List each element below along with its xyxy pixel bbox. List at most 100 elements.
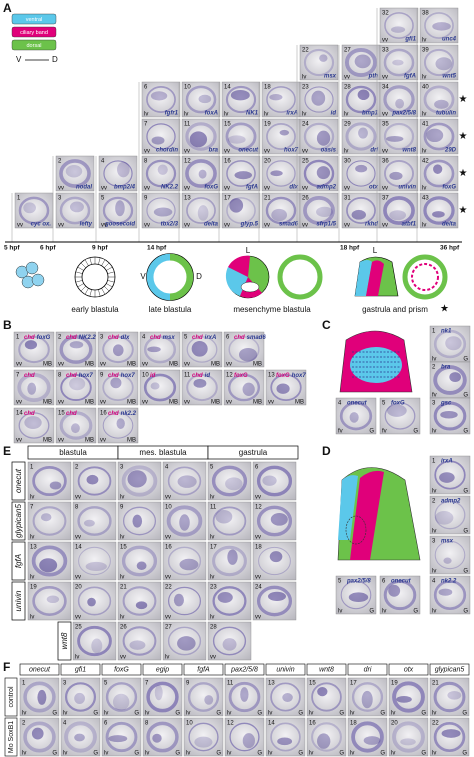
embryo xyxy=(59,159,91,188)
label: lv xyxy=(422,112,426,118)
embryo xyxy=(346,160,376,187)
label: G xyxy=(463,569,468,575)
embryo xyxy=(188,722,219,752)
embryo xyxy=(265,196,297,225)
label: lv xyxy=(186,711,190,717)
stain xyxy=(24,340,38,350)
gene: chd xyxy=(66,335,77,341)
label: 30 xyxy=(344,159,351,165)
label: MB xyxy=(211,400,220,406)
label: G xyxy=(413,429,418,435)
label: nk2.2 xyxy=(441,579,457,585)
label: MB xyxy=(127,362,136,368)
label: 19 xyxy=(391,681,398,687)
cell-wall xyxy=(80,286,86,292)
image-tile xyxy=(141,118,181,155)
label: id xyxy=(331,111,337,117)
label: gastrula and prism xyxy=(362,305,428,314)
embryo xyxy=(383,579,417,611)
label: lv xyxy=(432,489,436,495)
label: 5 xyxy=(338,579,342,585)
label: G xyxy=(339,711,344,717)
label: vv xyxy=(344,223,350,229)
stain xyxy=(40,513,52,522)
image-tile xyxy=(299,44,339,81)
label: 11 xyxy=(184,373,191,379)
label: 9 xyxy=(186,681,190,687)
label: ventral xyxy=(26,17,43,23)
gene-label: chd irxA xyxy=(192,335,216,341)
label: dlx xyxy=(289,185,298,191)
label: G xyxy=(369,429,374,435)
stain xyxy=(110,377,122,389)
stain xyxy=(389,210,407,221)
label: G xyxy=(462,751,467,757)
label: vv xyxy=(58,438,64,444)
label: G xyxy=(175,751,180,757)
cell-wall xyxy=(104,286,110,292)
label: vv xyxy=(264,186,270,192)
row-box xyxy=(11,541,26,581)
gene: foxG xyxy=(234,373,248,379)
label: 6 xyxy=(382,579,386,585)
gene-label: foxG hox7 xyxy=(276,373,306,379)
label: 4 xyxy=(63,721,67,727)
label: gastrula xyxy=(239,448,268,457)
stain xyxy=(177,475,197,488)
embryo xyxy=(212,506,247,536)
label: G xyxy=(463,609,468,615)
label: lv xyxy=(224,112,228,118)
stain xyxy=(157,164,168,175)
label: bra xyxy=(209,148,219,154)
label: G xyxy=(52,711,57,717)
stain xyxy=(348,592,369,602)
embryo xyxy=(167,546,202,576)
label: 19 xyxy=(30,585,37,591)
image-tile xyxy=(181,192,221,229)
stain xyxy=(23,202,36,214)
gene-label: chd NK2.2 xyxy=(66,335,96,341)
embryo xyxy=(121,465,158,497)
label: 7 xyxy=(30,505,34,511)
image-tile xyxy=(299,81,339,118)
label: vv xyxy=(144,223,150,229)
stain xyxy=(225,477,243,491)
label: 1 xyxy=(30,465,34,471)
label: lv xyxy=(104,711,108,717)
label: lv xyxy=(344,149,348,155)
label: 4 xyxy=(142,335,146,341)
row-box xyxy=(11,501,26,541)
label: 8 xyxy=(144,159,148,165)
label: vv xyxy=(226,400,232,406)
stain xyxy=(449,372,461,383)
gene: hox7 xyxy=(292,373,307,379)
legend-swatch xyxy=(11,13,57,25)
label: ciliary band xyxy=(20,30,48,36)
stain xyxy=(282,693,293,702)
label: 11 xyxy=(210,505,217,511)
cell-wall xyxy=(101,288,106,295)
embryo xyxy=(166,505,203,537)
embryo xyxy=(383,196,415,225)
label: 15 xyxy=(58,411,65,417)
embryo xyxy=(228,681,261,713)
label: MB xyxy=(295,400,304,406)
label: vv xyxy=(165,575,171,581)
label: vv xyxy=(224,186,230,192)
label: 3 xyxy=(432,401,436,407)
label: vv xyxy=(58,223,64,229)
embryo xyxy=(424,12,454,39)
label: glypican5 xyxy=(435,666,465,673)
embryo xyxy=(266,160,296,187)
stain xyxy=(234,171,253,180)
label: 17 xyxy=(224,196,231,202)
embryo xyxy=(187,682,220,712)
embryo xyxy=(423,85,455,114)
label: chordin xyxy=(156,148,178,154)
label: lv xyxy=(268,751,272,757)
embryo xyxy=(77,506,112,536)
label: lv xyxy=(432,751,436,757)
label: vv xyxy=(142,400,148,406)
embryo xyxy=(256,505,293,537)
